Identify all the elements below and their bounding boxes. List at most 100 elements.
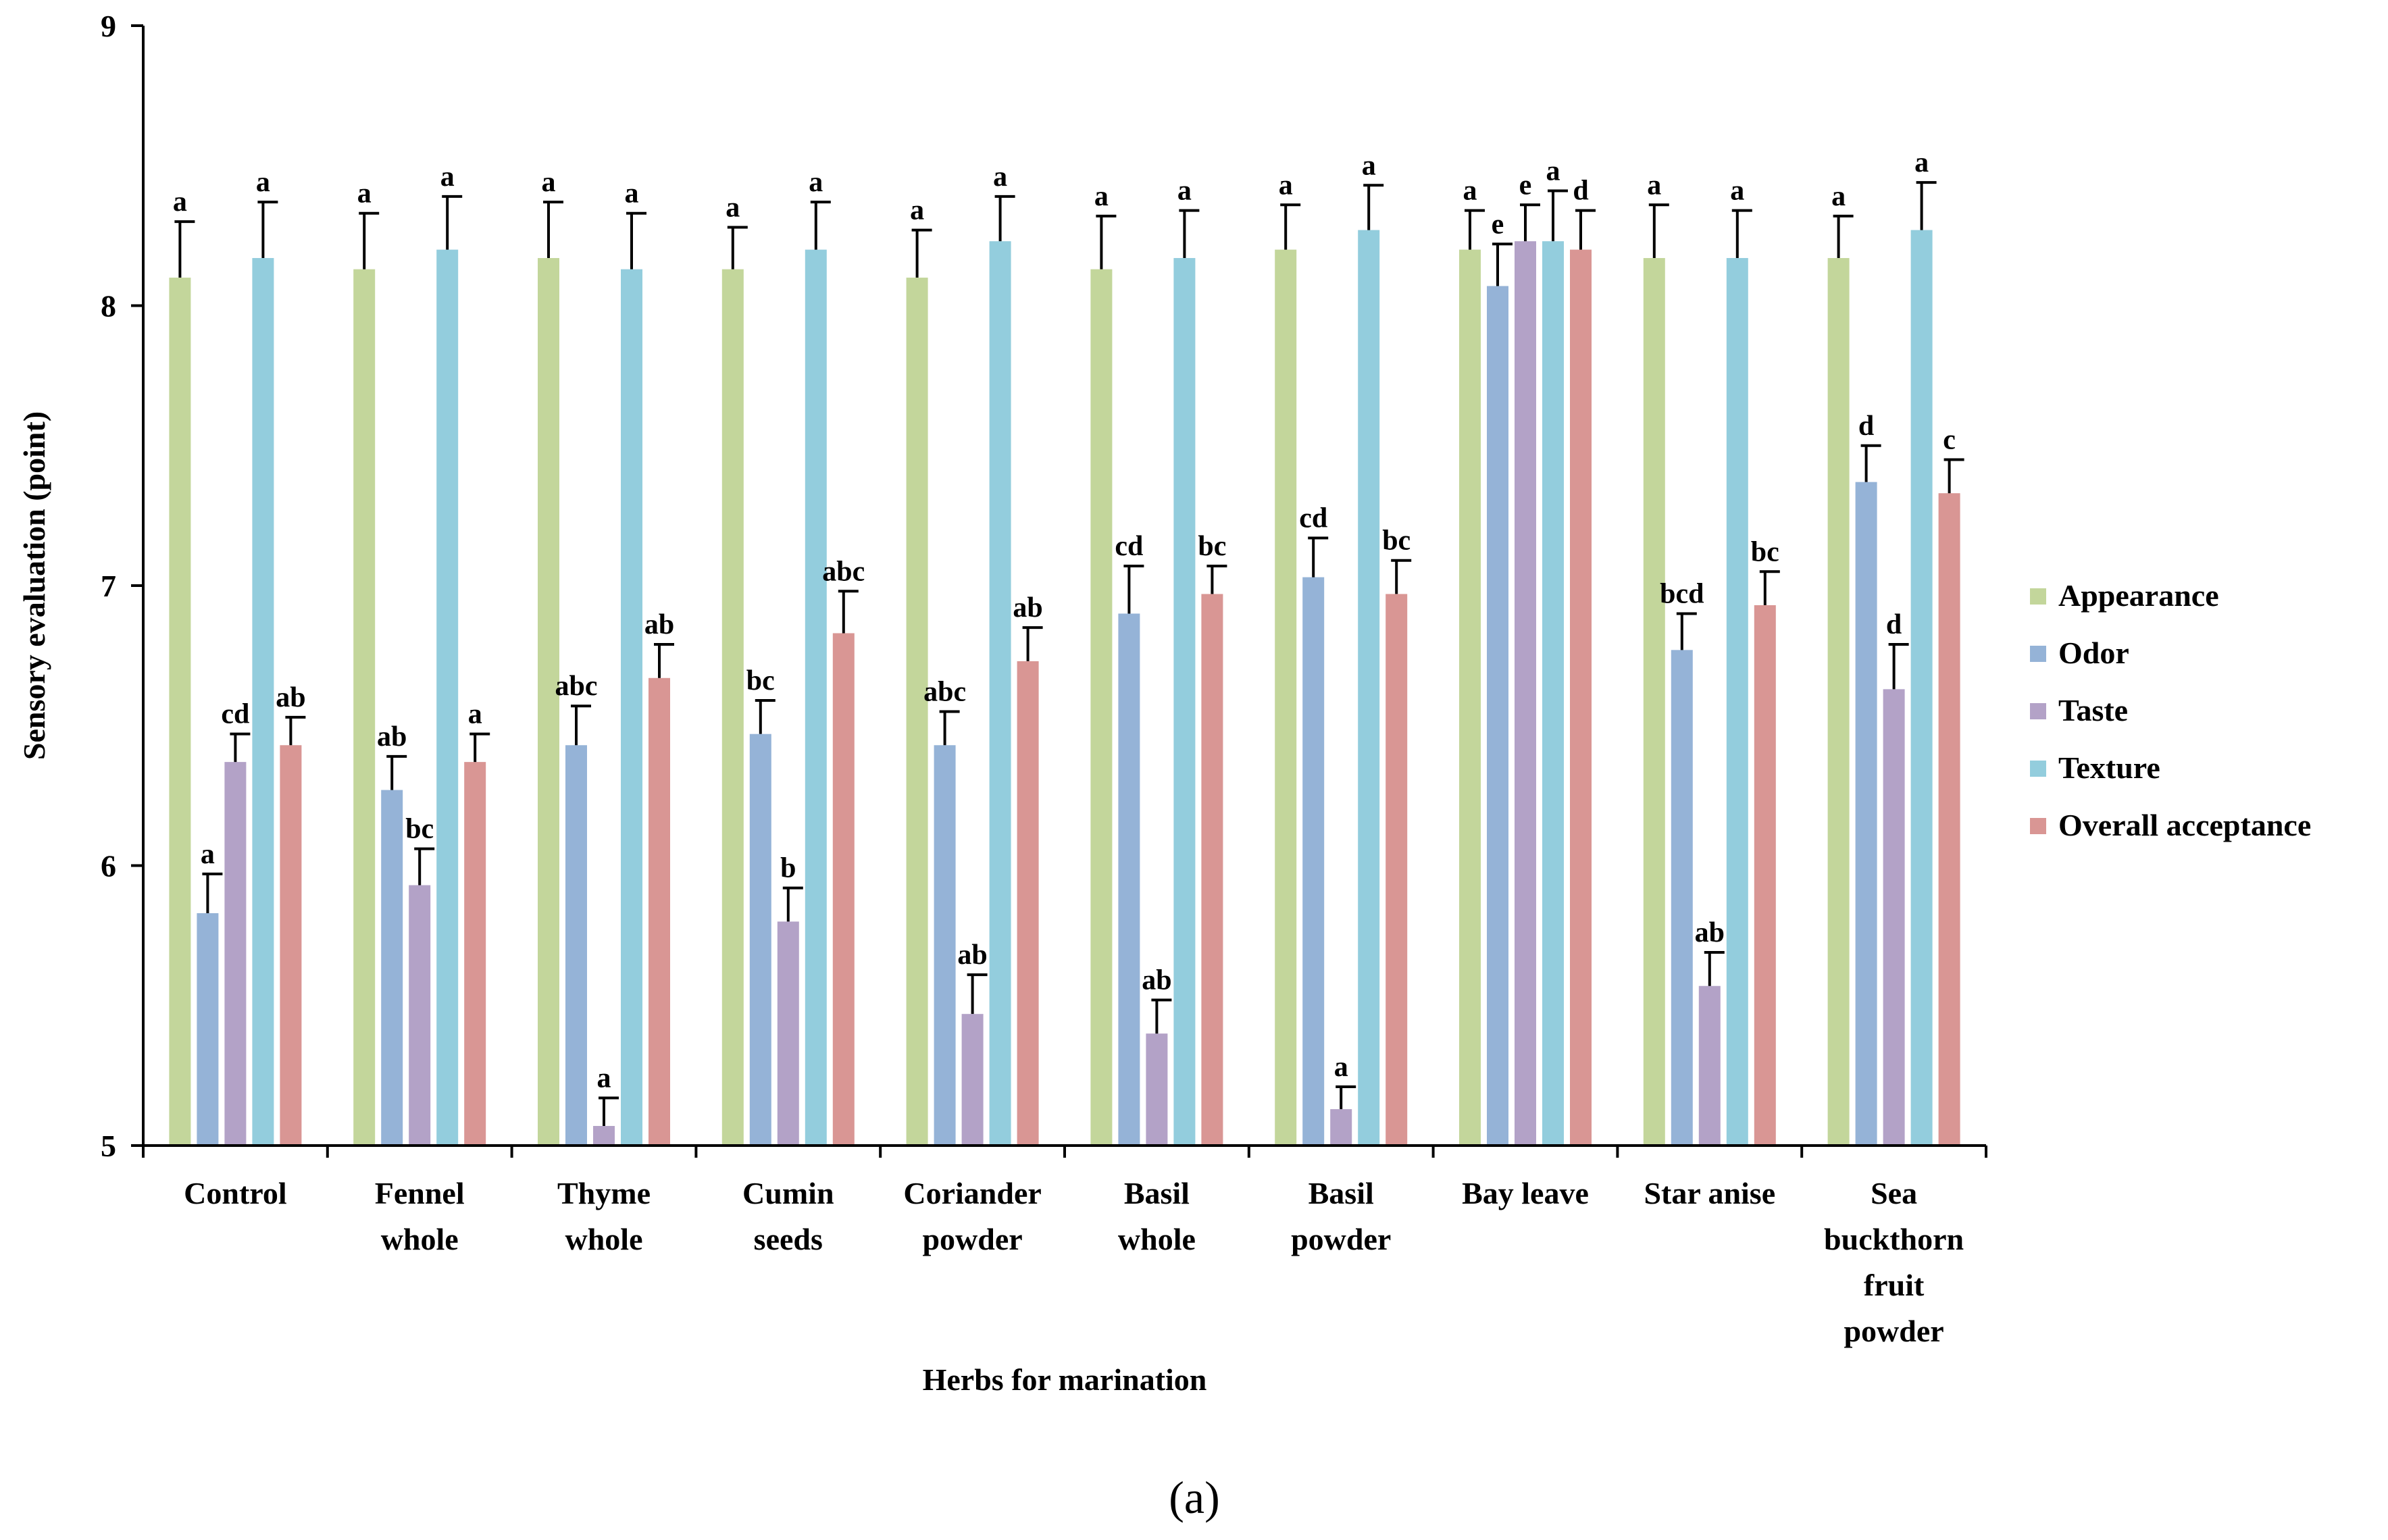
significance-label: abc bbox=[822, 556, 865, 587]
bar bbox=[934, 745, 956, 1146]
significance-label: a bbox=[1463, 176, 1477, 207]
bar bbox=[1302, 577, 1325, 1146]
significance-label: a bbox=[1177, 176, 1192, 207]
significance-label: bc bbox=[1751, 536, 1779, 567]
bar bbox=[1643, 258, 1665, 1146]
bar bbox=[832, 633, 855, 1146]
y-tick-label: 6 bbox=[101, 849, 116, 883]
category-label: Control bbox=[184, 1176, 287, 1210]
bar bbox=[805, 249, 827, 1146]
significance-label: cd bbox=[221, 699, 249, 730]
bar bbox=[436, 249, 459, 1146]
y-tick-label: 9 bbox=[101, 9, 116, 43]
category-label: fruit bbox=[1864, 1268, 1925, 1302]
bar bbox=[1855, 482, 1877, 1146]
panel-label: (a) bbox=[1169, 1472, 1219, 1523]
bar bbox=[353, 269, 376, 1146]
significance-label: a bbox=[625, 178, 639, 209]
significance-label: a bbox=[173, 186, 187, 217]
significance-label: a bbox=[1914, 147, 1929, 178]
bar bbox=[538, 258, 559, 1146]
bar bbox=[721, 269, 744, 1146]
bar bbox=[989, 241, 1011, 1146]
category-label: whole bbox=[381, 1222, 459, 1256]
bar bbox=[1487, 286, 1508, 1146]
y-tick-label: 7 bbox=[101, 569, 116, 603]
significance-label: a bbox=[542, 167, 556, 198]
bar bbox=[197, 913, 219, 1146]
bar bbox=[280, 745, 302, 1146]
category-label: Thyme bbox=[557, 1176, 651, 1210]
bar bbox=[1883, 689, 1905, 1146]
legend-swatch bbox=[2030, 761, 2046, 777]
bar bbox=[1017, 661, 1039, 1146]
significance-label: e bbox=[1519, 170, 1532, 201]
y-tick-label: 5 bbox=[101, 1129, 116, 1163]
significance-label: a bbox=[468, 699, 482, 730]
legend-swatch bbox=[2030, 588, 2046, 605]
bar bbox=[961, 1014, 984, 1146]
category-label: Bay leave bbox=[1462, 1176, 1589, 1210]
category-label: Star anise bbox=[1644, 1176, 1775, 1210]
significance-label: bc bbox=[1382, 525, 1411, 557]
bar bbox=[1459, 249, 1481, 1146]
significance-label: a bbox=[1831, 181, 1846, 212]
significance-label: a bbox=[726, 192, 740, 223]
legend-swatch bbox=[2030, 646, 2046, 662]
significance-label: a bbox=[1647, 170, 1661, 201]
bar bbox=[1515, 241, 1536, 1146]
category-label: buckthorn bbox=[1824, 1222, 1964, 1256]
bar bbox=[1698, 985, 1721, 1146]
bar bbox=[1938, 493, 1960, 1146]
bar bbox=[1827, 258, 1850, 1146]
significance-label: d bbox=[1573, 176, 1588, 207]
significance-label: b bbox=[780, 853, 796, 884]
y-axis-title: Sensory evaluation (point) bbox=[17, 411, 51, 760]
significance-label: d bbox=[1858, 411, 1874, 442]
bar bbox=[1173, 258, 1196, 1146]
significance-label: ab bbox=[1142, 965, 1171, 996]
bar bbox=[1726, 258, 1748, 1146]
bar bbox=[224, 762, 247, 1146]
bar bbox=[1386, 594, 1408, 1146]
significance-label: bc bbox=[1198, 531, 1226, 562]
bar bbox=[565, 745, 587, 1146]
significance-label: ab bbox=[276, 682, 305, 713]
significance-label: c bbox=[1943, 424, 1956, 455]
significance-label: a bbox=[440, 161, 455, 192]
bars: aacdaabaabbcaaaabcaaababcbaabcaabcabaaba… bbox=[169, 147, 1964, 1146]
x-axis-title: Herbs for marination bbox=[923, 1362, 1207, 1397]
significance-label: bcd bbox=[1660, 578, 1704, 609]
category-label: powder bbox=[1844, 1314, 1944, 1348]
bar bbox=[749, 734, 771, 1146]
legend-swatch bbox=[2030, 703, 2046, 719]
significance-label: ab bbox=[1013, 592, 1042, 623]
significance-label: a bbox=[993, 161, 1007, 192]
bar bbox=[1118, 613, 1140, 1146]
bar bbox=[649, 677, 670, 1146]
significance-label: abc bbox=[923, 677, 966, 708]
significance-label: e bbox=[1492, 209, 1504, 240]
legend: Appearance Odor Taste Texture Overall accept… bbox=[2030, 578, 2311, 842]
legend-label: Taste bbox=[2058, 693, 2128, 727]
significance-label: d bbox=[1886, 609, 1902, 640]
legend-label: Appearance bbox=[2058, 578, 2219, 613]
category-label: Coriander bbox=[903, 1176, 1041, 1210]
category-label: Basil bbox=[1309, 1176, 1374, 1210]
significance-label: a bbox=[1546, 156, 1560, 187]
significance-label: a bbox=[1334, 1052, 1348, 1083]
category-label: whole bbox=[1118, 1222, 1196, 1256]
legend-swatch bbox=[2030, 818, 2046, 834]
significance-label: a bbox=[357, 178, 372, 209]
bar bbox=[777, 921, 799, 1146]
bar bbox=[1542, 241, 1564, 1146]
bar bbox=[1090, 269, 1113, 1146]
bar bbox=[1671, 650, 1693, 1146]
bar bbox=[1201, 594, 1223, 1146]
significance-label: cd bbox=[1299, 503, 1327, 534]
bar bbox=[593, 1125, 615, 1146]
bar bbox=[464, 762, 486, 1146]
legend-label: Texture bbox=[2058, 750, 2160, 785]
bar bbox=[1330, 1109, 1352, 1146]
